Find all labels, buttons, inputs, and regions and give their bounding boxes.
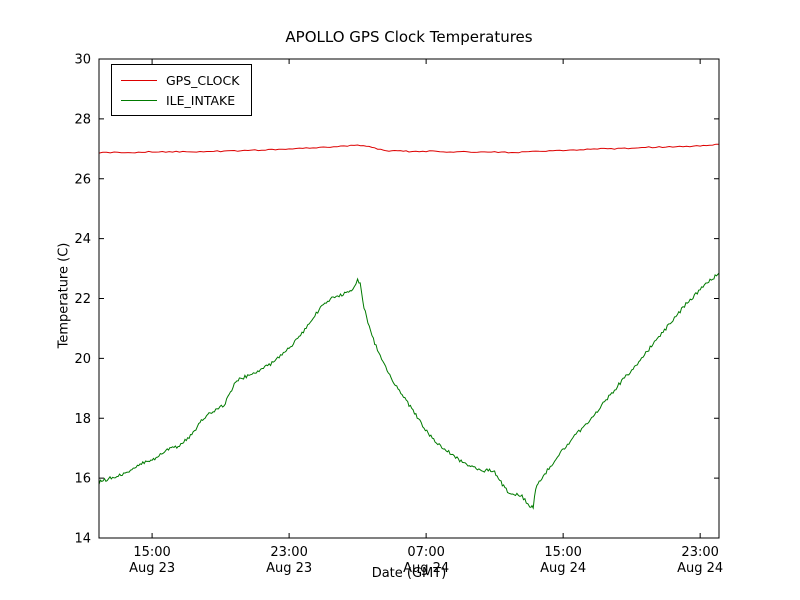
x-tick-label-time: 15:00 (133, 545, 170, 560)
legend-entry-ile-intake: ILE_INTAKE (121, 90, 239, 110)
chart-title: APOLLO GPS Clock Temperatures (285, 28, 533, 46)
series-ile-intake-line (99, 272, 719, 510)
y-tick-label: 16 (74, 472, 91, 487)
y-tick-label: 24 (74, 232, 91, 247)
y-tick-label: 30 (74, 53, 91, 68)
legend-label: GPS_CLOCK (166, 72, 240, 88)
x-tick-label-time: 23:00 (681, 545, 718, 560)
x-tick-label-date: Aug 24 (540, 561, 586, 576)
legend: GPS_CLOCK ILE_INTAKE (111, 64, 253, 116)
x-tick-label-date: Aug 23 (266, 561, 312, 576)
x-tick-label-date: Aug 24 (677, 561, 723, 576)
y-axis-label: Temperature (C) (56, 242, 72, 349)
y-tick-label: 18 (74, 412, 91, 427)
y-tick-label: 22 (74, 292, 91, 307)
legend-line-sample-green (121, 99, 157, 101)
y-tick-label: 20 (74, 352, 91, 367)
x-tick-label-time: 15:00 (544, 545, 581, 560)
y-tick-label: 26 (74, 172, 91, 187)
axes-frame (98, 58, 720, 539)
x-tick-label-date: Aug 23 (129, 561, 175, 576)
y-tick-label: 28 (74, 112, 91, 127)
x-tick-label-date: Aug 24 (403, 561, 449, 576)
x-tick-label-time: 23:00 (270, 545, 307, 560)
legend-label: ILE_INTAKE (166, 92, 236, 108)
legend-line-sample-red (121, 79, 157, 81)
x-axis-label: Date (GMT) (371, 566, 447, 581)
legend-entry-gps-clock: GPS_CLOCK (121, 70, 239, 90)
series-gps-clock-line (99, 143, 719, 154)
y-tick-label: 14 (74, 532, 91, 547)
x-tick-label-time: 07:00 (407, 545, 444, 560)
